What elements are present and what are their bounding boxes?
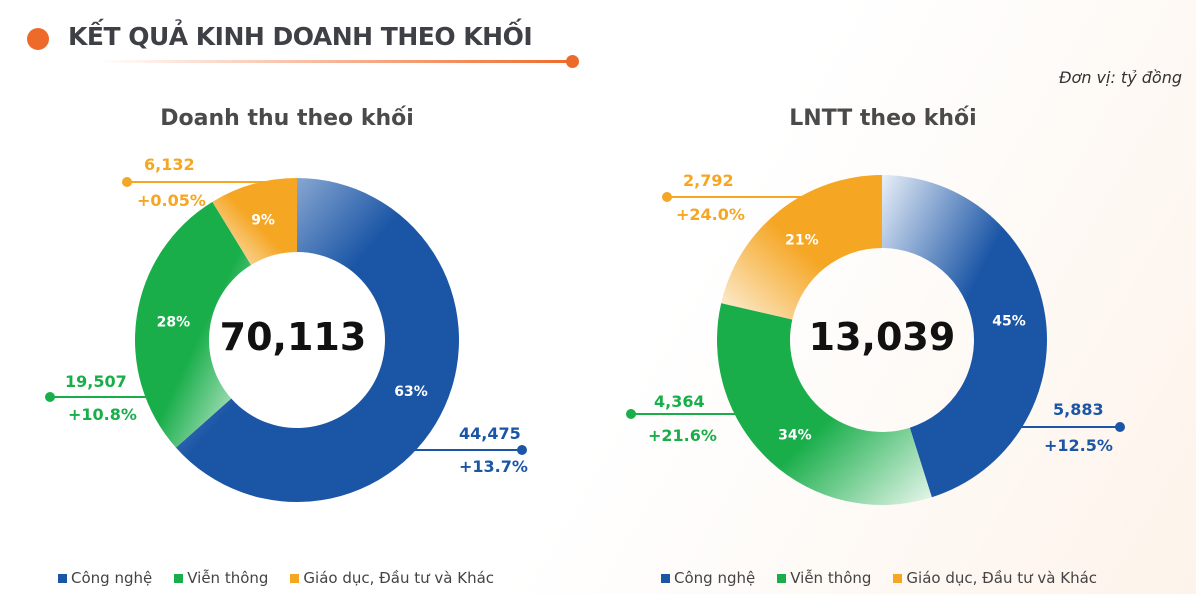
legend-swatch-icon [290,574,300,583]
percent-label-edu: 21% [785,232,819,248]
title-underline [100,60,572,63]
legend-item-tech: Công nghệ [661,569,755,587]
legend-label: Viễn thông [790,569,872,587]
leader-dot-telecom [45,392,55,402]
slice-edu [721,175,882,320]
legend-revenue: Công nghệ Viễn thông Giáo dục, Đầu tư và… [58,569,494,587]
legend-item-telecom: Viễn thông [174,569,268,587]
revenue-edu-value: 6,132 [144,155,195,174]
slice-telecom [717,303,932,505]
legend-item-edu: Giáo dục, Đầu tư và Khác [893,569,1097,587]
leader-dot-edu [122,177,132,187]
profit-tech-value: 5,883 [1053,400,1104,419]
legend-swatch-icon [777,574,787,583]
revenue-telecom-value: 19,507 [65,372,127,391]
legend-label: Giáo dục, Đầu tư và Khác [906,569,1098,587]
legend-swatch-icon [661,574,670,583]
legend-swatch-icon [893,574,903,583]
revenue-tech-value: 44,475 [459,424,521,443]
revenue-telecom-growth: +10.8% [68,405,137,424]
leader-dot-tech [517,445,527,455]
legend-item-telecom: Viễn thông [777,569,871,587]
slice-telecom [134,201,252,448]
legend-item-tech: Công nghệ [58,569,152,587]
legend-profit: Công nghệ Viễn thông Giáo dục, Đầu tư và… [661,569,1097,587]
slice-edu [212,178,297,265]
leader-dot-telecom [626,409,636,419]
total-revenue: 70,113 [219,315,367,359]
chart-title-profit: LNTT theo khối [789,106,977,131]
profit-telecom-value: 4,364 [654,392,705,411]
profit-edu-value: 2,792 [683,171,734,190]
title-bullet-icon [27,28,49,50]
profit-edu-growth: +24.0% [676,205,745,224]
revenue-edu-growth: +0.05% [137,191,206,210]
percent-label-telecom: 28% [157,315,191,331]
legend-label: Công nghệ [674,569,756,587]
legend-swatch-icon [174,574,184,583]
unit-label: Đơn vị: tỷ đồng [1059,68,1182,87]
chart-title-revenue: Doanh thu theo khối [160,106,414,131]
percent-label-telecom: 34% [778,427,812,443]
percent-label-edu: 9% [251,213,275,229]
total-profit: 13,039 [808,315,956,359]
profit-telecom-growth: +21.6% [648,426,717,445]
legend-item-edu: Giáo dục, Đầu tư và Khác [290,569,494,587]
legend-label: Công nghệ [71,569,153,587]
legend-swatch-icon [58,574,67,583]
percent-label-tech: 45% [992,313,1026,329]
leader-dot-edu [662,192,672,202]
legend-label: Giáo dục, Đầu tư và Khác [303,569,495,587]
slice-tech [175,178,460,503]
slice-tech [882,175,1047,498]
title-underline-dot [566,55,579,68]
page-title: KẾT QUẢ KINH DOANH THEO KHỐI [68,22,533,51]
percent-label-tech: 63% [394,384,428,400]
legend-label: Viễn thông [187,569,269,587]
revenue-tech-growth: +13.7% [459,457,528,476]
profit-tech-growth: +12.5% [1044,436,1113,455]
leader-dot-tech [1115,422,1125,432]
